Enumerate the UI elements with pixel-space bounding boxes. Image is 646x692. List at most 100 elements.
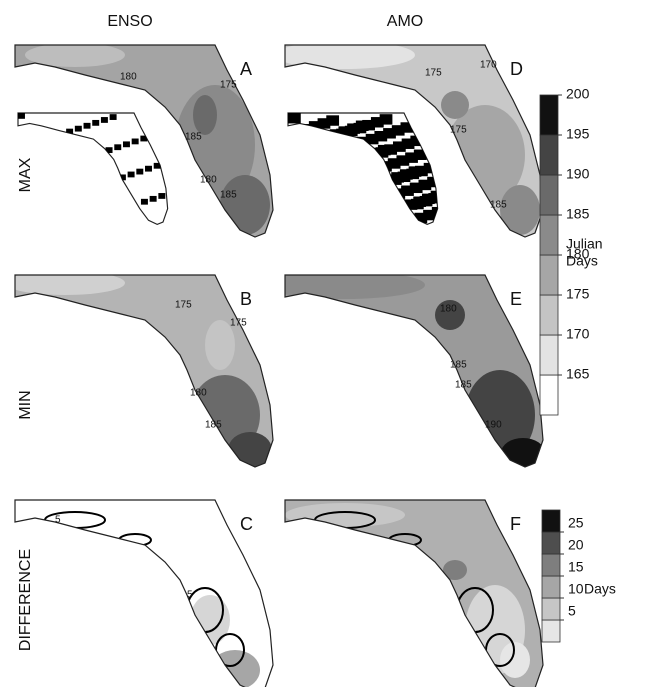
contour-label: 175 <box>425 68 442 79</box>
contour-label: 185 <box>490 200 507 211</box>
tick-label: 10 <box>568 581 584 597</box>
inset-cell <box>431 206 438 218</box>
row-label: MIN <box>17 390 34 419</box>
panel-letter: B <box>240 289 252 309</box>
inset-cell <box>100 117 108 123</box>
contour-label: 180 <box>200 175 217 186</box>
inset-cell <box>430 190 438 202</box>
inset-cell <box>317 118 331 129</box>
contour-label: 185 <box>455 380 472 391</box>
inset-cell <box>366 197 380 208</box>
inset-cell <box>401 138 415 149</box>
inset-cell <box>74 125 82 132</box>
color-swatch <box>539 294 559 336</box>
inset-cell <box>426 113 438 125</box>
tick-label: 200 <box>566 86 590 102</box>
inset-cell <box>312 135 326 146</box>
inset-cell <box>348 202 362 214</box>
inset-cell <box>400 122 414 133</box>
inset-cell <box>326 178 340 189</box>
inset-cell <box>295 204 309 215</box>
contour-label: 5 <box>187 590 193 601</box>
inset-cell <box>303 137 317 149</box>
contour-label: 190 <box>485 420 502 431</box>
contour-region <box>500 642 530 678</box>
inset-cell <box>290 220 304 225</box>
inset-cell <box>308 168 322 179</box>
contour-region <box>500 185 540 235</box>
inset-cell <box>317 165 330 176</box>
inset-cell <box>358 153 371 164</box>
inset-cell <box>414 212 428 224</box>
inset-cell <box>418 179 432 191</box>
colorbar-label: Days <box>584 581 616 597</box>
contour-region <box>190 595 230 645</box>
tick-label: 195 <box>566 126 590 142</box>
inset-cell <box>296 220 310 225</box>
color-swatch <box>541 619 561 643</box>
inset-cell <box>401 185 414 196</box>
inset-cell <box>66 128 74 135</box>
row-label: DIFFERENCE <box>17 549 34 651</box>
tick-label: 175 <box>566 286 590 302</box>
inset-cell <box>413 149 427 160</box>
inset-map <box>287 112 439 225</box>
inset-cell <box>78 202 86 209</box>
inset-cell <box>61 208 69 215</box>
inset-cell <box>352 216 366 225</box>
contour-label: 180 <box>190 388 207 399</box>
contour-region <box>285 45 415 69</box>
color-swatch <box>539 254 559 296</box>
inset-cell <box>330 192 344 203</box>
inset-cell <box>423 209 436 221</box>
contour-region <box>15 275 125 295</box>
inset-cell <box>365 133 379 145</box>
contour-label: 170 <box>480 60 497 71</box>
inset-cell <box>300 187 314 198</box>
panel-letter: E <box>510 289 522 309</box>
inset-cell <box>334 222 348 225</box>
inset-cell <box>114 144 122 151</box>
inset-cell <box>343 219 357 225</box>
inset-cell <box>409 119 422 130</box>
color-swatch <box>539 374 559 416</box>
contour-label: 175 <box>220 80 237 91</box>
map-panel: 175 170 175 185 D <box>284 44 544 238</box>
tick-label: 185 <box>566 206 590 222</box>
inset-cell <box>299 171 313 182</box>
inset-cell <box>105 147 113 154</box>
inset-cell <box>335 175 349 187</box>
panel-letter: F <box>510 514 521 534</box>
inset-cell <box>70 205 78 212</box>
inset-cell <box>44 214 52 221</box>
inset-cell <box>408 166 422 177</box>
inset-cell <box>370 117 384 128</box>
contour-label: 180 <box>440 304 457 315</box>
row-label: MAX <box>17 157 34 192</box>
inset-cell <box>296 157 309 168</box>
color-swatch <box>541 553 561 577</box>
contour-region <box>285 275 425 299</box>
tick-label: 20 <box>568 537 584 553</box>
contour-region <box>285 503 405 527</box>
inset-cell <box>322 211 336 223</box>
inset-cell <box>305 217 319 225</box>
inset-cell <box>427 129 438 141</box>
inset-cell <box>422 146 436 158</box>
contour-label: 180 <box>120 72 137 83</box>
inset-cell <box>18 113 25 119</box>
contour-region <box>441 91 469 119</box>
inset-cell <box>83 122 91 129</box>
inset-map <box>17 112 169 225</box>
inset-cell <box>325 209 338 220</box>
inset-cell <box>347 123 360 134</box>
inset-cell <box>388 221 402 225</box>
inset-cell <box>331 208 345 220</box>
inset-cell <box>162 159 168 166</box>
inset-cell <box>140 135 148 142</box>
contour-region <box>220 175 270 235</box>
inset-cell <box>383 191 397 202</box>
inset-cell <box>109 114 117 120</box>
